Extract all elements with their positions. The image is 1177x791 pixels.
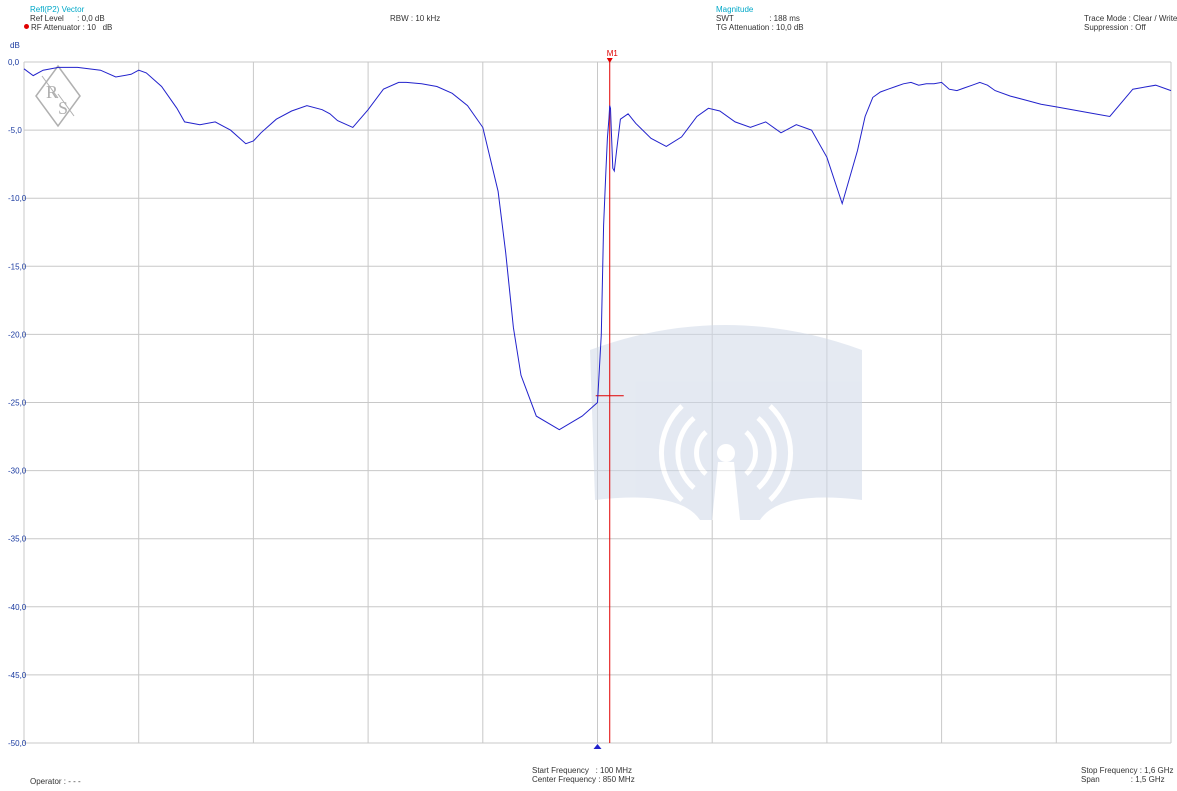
rf-attenuator: RF Attenuator : 10 dB xyxy=(24,23,112,33)
stop-frequency: Stop Frequency : 1,6 GHz xyxy=(1081,766,1174,775)
svg-text:S: S xyxy=(58,98,68,118)
y-tick-label: -25,0 xyxy=(8,399,27,408)
rs-logo-icon: R S xyxy=(35,64,81,128)
rf-atten-label: RF Attenuator xyxy=(31,23,81,32)
y-tick-label: -15,0 xyxy=(8,262,27,271)
tg-attenuation: TG Attenuation : 10,0 dB xyxy=(716,23,804,32)
y-tick-label: -5,0 xyxy=(8,126,22,135)
markers: M1 xyxy=(593,49,624,749)
marker-label: M1 xyxy=(607,49,619,58)
y-tick-label: -30,0 xyxy=(8,467,27,476)
center-frequency: Center Frequency : 850 MHz xyxy=(532,775,635,784)
rf-status-dot-icon xyxy=(24,24,29,29)
y-tick-label: -50,0 xyxy=(8,739,27,748)
span-readout: Span : 1,5 GHz xyxy=(1081,775,1165,784)
trace-mode: Trace Mode : Clear / Write xyxy=(1084,14,1177,23)
suppression: Suppression : Off xyxy=(1084,23,1146,32)
y-tick-label: -40,0 xyxy=(8,603,27,612)
y-axis-ticks: 0,0 -5,0 -10,0 -15,0 -20,0 -25,0 -30,0 -35,0 -40… xyxy=(8,58,27,748)
trace-line xyxy=(23,66,1172,431)
format-title: Magnitude xyxy=(716,5,754,14)
marker-triangle-icon xyxy=(606,58,613,63)
y-tick-label: -20,0 xyxy=(8,330,27,339)
start-frequency: Start Frequency : 100 MHz xyxy=(532,766,633,775)
wireless-watermark-icon xyxy=(590,325,862,520)
swt-value: : 188 ms xyxy=(769,14,800,23)
operator-label: Operator : - - - xyxy=(30,777,81,786)
ref-level-label: Ref Level xyxy=(30,14,64,23)
y-unit-label: dB xyxy=(10,41,20,50)
svg-text:R: R xyxy=(46,82,58,102)
ref-level-value: : 0,0 dB xyxy=(77,14,105,23)
center-triangle-icon xyxy=(593,744,602,749)
rf-atten-value: : 10 dB xyxy=(82,23,113,32)
y-tick-label: -45,0 xyxy=(8,671,27,680)
y-tick-label: -10,0 xyxy=(8,194,27,203)
y-tick-label: -35,0 xyxy=(8,535,27,544)
swt-label: SWT xyxy=(716,14,734,23)
y-tick-label: 0,0 xyxy=(8,58,20,67)
swt-readout: SWT : 188 ms xyxy=(716,14,800,24)
rbw-readout: RBW : 10 kHz xyxy=(390,14,441,23)
ref-level: Ref Level : 0,0 dB xyxy=(30,14,105,24)
mode-title: Refl(P2) Vector xyxy=(30,5,85,14)
